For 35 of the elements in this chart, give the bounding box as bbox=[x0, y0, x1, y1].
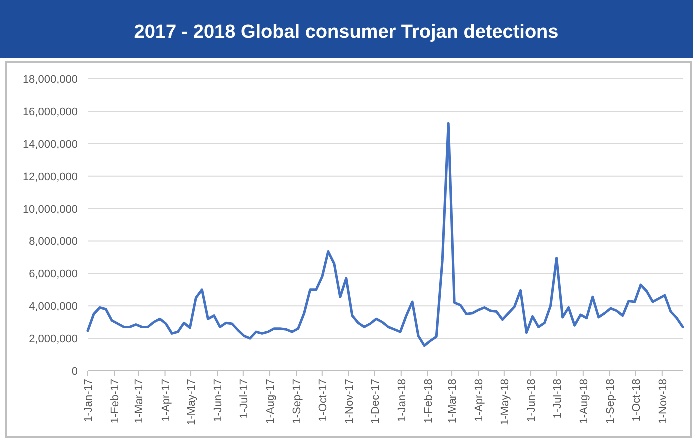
x-tick-label: 1-Jun-18 bbox=[526, 379, 538, 422]
y-tick-label: 2,000,000 bbox=[29, 334, 78, 346]
x-tick-label: 1-Oct-17 bbox=[317, 379, 330, 422]
x-tick-label: 1-May-17 bbox=[186, 379, 198, 426]
x-tick-label: 1-Feb-18 bbox=[423, 379, 435, 424]
x-tick-label: 1-Aug-18 bbox=[578, 379, 590, 424]
x-tick-label: 1-Jun-17 bbox=[212, 379, 225, 422]
x-tick-label: 1-Aug-17 bbox=[265, 379, 278, 424]
line-series bbox=[86, 122, 684, 348]
x-tick-label: 1-Dec-17 bbox=[370, 379, 382, 424]
chart-title: 2017 - 2018 Global consumer Trojan detections bbox=[134, 22, 559, 43]
x-tick-label: 1-Feb-17 bbox=[110, 379, 122, 424]
x-tick-label: 1-Jul-18 bbox=[552, 379, 564, 419]
x-tick-label: 1-Nov-18 bbox=[657, 379, 670, 424]
x-tick-label: 1-Jan-17 bbox=[83, 379, 95, 422]
x-tick-label: 1-Jan-18 bbox=[396, 379, 408, 422]
x-tick-label: 1-Sep-17 bbox=[292, 379, 304, 424]
y-tick-label: 6,000,000 bbox=[29, 268, 78, 281]
x-tick-label: 1-Oct-18 bbox=[630, 379, 643, 422]
x-tick-label: 1-Jul-17 bbox=[238, 379, 250, 419]
x-tick-label: 1-Mar-18 bbox=[447, 379, 460, 424]
y-tick-label: 8,000,000 bbox=[29, 236, 78, 248]
x-tick-label: 1-Nov-17 bbox=[344, 379, 356, 424]
x-tick-label: 1-Sep-18 bbox=[605, 379, 618, 424]
x-tick-label: 1-Apr-17 bbox=[160, 379, 172, 422]
y-tick-label: 0 bbox=[72, 366, 78, 378]
x-tick-label: 1-Apr-18 bbox=[474, 379, 486, 422]
y-tick-label: 16,000,000 bbox=[22, 106, 78, 118]
y-tick-label: 4,000,000 bbox=[29, 301, 78, 314]
y-tick-label: 14,000,000 bbox=[22, 138, 78, 151]
y-tick-label: 12,000,000 bbox=[22, 171, 78, 184]
y-tick-label: 18,000,000 bbox=[22, 74, 78, 86]
x-tick-label: 1-May-18 bbox=[499, 379, 512, 426]
y-tick-label: 10,000,000 bbox=[22, 204, 78, 216]
x-tick-label: 1-Mar-17 bbox=[134, 379, 146, 424]
